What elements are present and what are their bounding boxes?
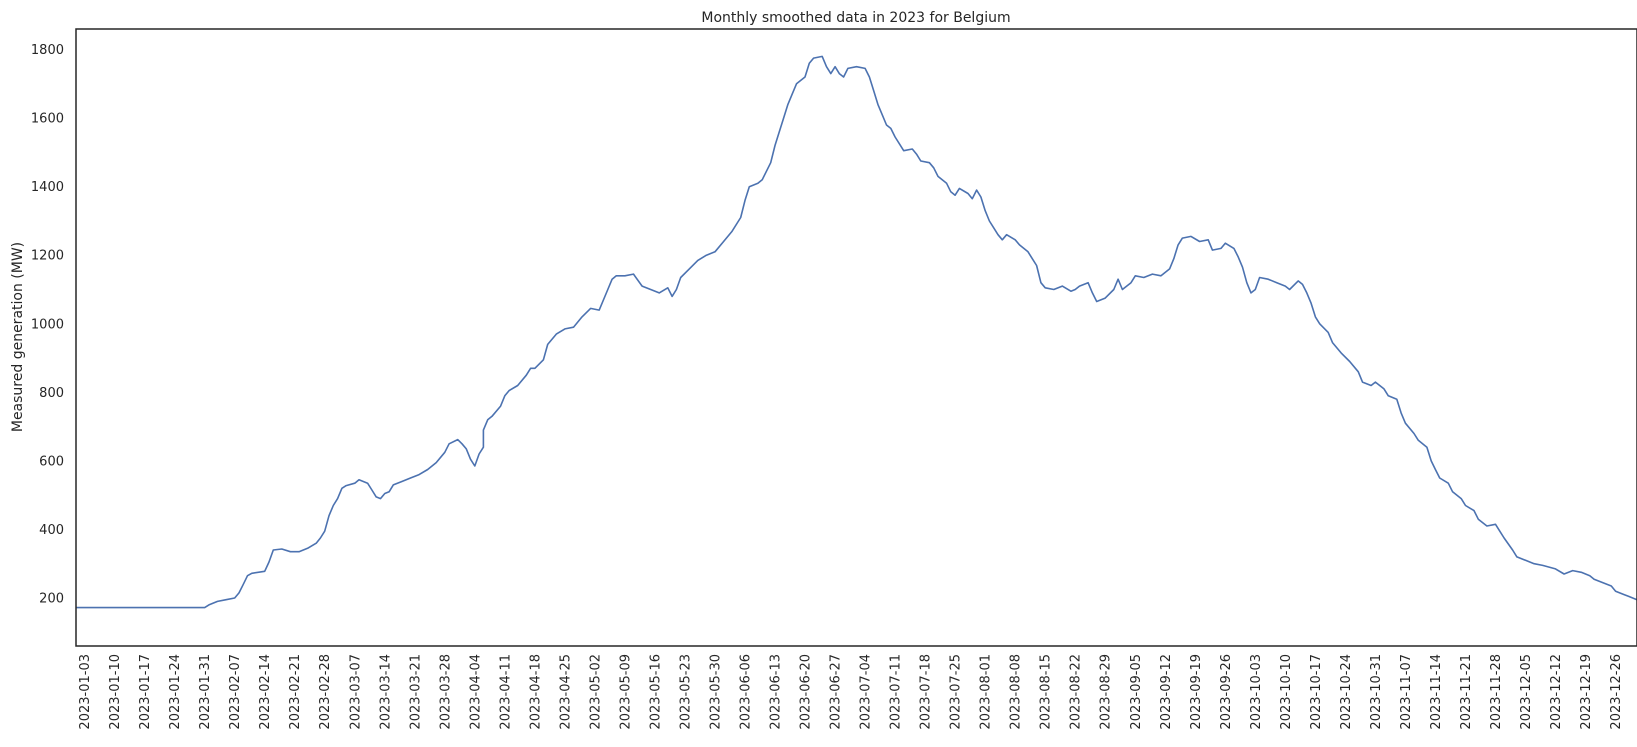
x-tick-label: 2023-03-07 [348, 654, 363, 730]
x-tick-label: 2023-01-10 [108, 654, 123, 730]
x-tick-label: 2023-05-16 [648, 654, 663, 730]
x-tick-label: 2023-02-21 [288, 654, 303, 730]
y-tick-label: 1200 [31, 249, 64, 264]
x-tick-label: 2023-03-28 [438, 654, 453, 730]
x-tick-label: 2023-09-26 [1219, 654, 1234, 730]
x-tick-label: 2023-06-13 [769, 654, 784, 730]
y-axis-ticks: 200 400 600 800 1000 1200 1400 1600 1800 [31, 43, 64, 606]
x-tick-label: 2023-05-23 [678, 654, 693, 730]
y-axis-label: Measured generation (MW) [10, 242, 26, 432]
series-line-0 [76, 55, 1637, 609]
x-tick-label: 2023-04-11 [498, 654, 513, 730]
x-tick-label: 2023-12-26 [1609, 654, 1624, 730]
x-tick-label: 2023-07-25 [949, 654, 964, 730]
x-tick-label: 2023-10-03 [1249, 654, 1264, 730]
y-tick-label: 1600 [31, 112, 64, 127]
x-tick-label: 2023-05-09 [618, 654, 633, 730]
x-tick-label: 2023-03-14 [378, 654, 393, 730]
y-tick-label: 800 [39, 386, 64, 401]
x-tick-label: 2023-02-14 [258, 654, 273, 730]
x-tick-label: 2023-07-18 [919, 654, 934, 730]
x-tick-label: 2023-06-20 [799, 654, 814, 730]
x-tick-label: 2023-09-12 [1159, 654, 1174, 730]
y-tick-label: 1400 [31, 180, 64, 195]
x-tick-label: 2023-01-31 [198, 654, 213, 730]
x-tick-label: 2023-05-30 [708, 654, 723, 730]
x-tick-label: 2023-05-02 [588, 654, 603, 730]
x-axis-ticks: 2023-01-03 2023-01-10 2023-01-17 2023-01-24… [78, 654, 1624, 730]
x-tick-label: 2023-06-06 [739, 654, 754, 730]
x-tick-label: 2023-08-01 [979, 654, 994, 730]
plot-frame [75, 28, 1637, 647]
x-tick-label: 2023-08-29 [1099, 654, 1114, 730]
x-tick-label: 2023-08-22 [1069, 654, 1084, 730]
x-tick-label: 2023-06-27 [829, 654, 844, 730]
x-tick-label: 2023-10-24 [1339, 654, 1354, 730]
x-tick-label: 2023-11-28 [1489, 654, 1504, 730]
x-tick-label: 2023-04-25 [558, 654, 573, 730]
x-tick-label: 2023-01-17 [138, 654, 153, 730]
x-tick-label: 2023-07-04 [859, 654, 874, 730]
y-tick-label: 400 [39, 523, 64, 538]
y-tick-label: 1800 [31, 43, 64, 58]
x-tick-label: 2023-07-11 [889, 654, 904, 730]
x-tick-label: 2023-02-28 [318, 654, 333, 730]
x-tick-label: 2023-12-12 [1549, 654, 1564, 730]
x-tick-label: 2023-10-10 [1279, 654, 1294, 730]
x-tick-label: 2023-09-05 [1129, 654, 1144, 730]
x-tick-label: 2023-11-21 [1459, 654, 1474, 730]
y-tick-label: 1000 [31, 317, 64, 332]
x-tick-label: 2023-11-14 [1429, 654, 1444, 730]
x-tick-label: 2023-01-03 [78, 654, 93, 730]
x-tick-label: 2023-01-24 [168, 654, 183, 730]
y-tick-label: 600 [39, 454, 64, 469]
plot-area [76, 55, 1637, 609]
x-tick-label: 2023-03-21 [408, 654, 423, 730]
x-tick-label: 2023-02-07 [228, 654, 243, 730]
x-tick-label: 2023-08-15 [1039, 654, 1054, 730]
x-tick-label: 2023-12-05 [1519, 654, 1534, 730]
x-tick-label: 2023-12-19 [1579, 654, 1594, 730]
x-tick-label: 2023-04-18 [528, 654, 543, 730]
x-tick-label: 2023-11-07 [1399, 654, 1414, 730]
x-tick-label: 2023-09-19 [1189, 654, 1204, 730]
chart-title: Monthly smoothed data in 2023 for Belgiu… [701, 10, 1010, 26]
x-tick-label: 2023-04-04 [468, 654, 483, 730]
y-tick-label: 200 [39, 592, 64, 607]
x-tick-label: 2023-10-17 [1309, 654, 1324, 730]
x-tick-label: 2023-08-08 [1009, 654, 1024, 730]
x-tick-label: 2023-10-31 [1369, 654, 1384, 730]
